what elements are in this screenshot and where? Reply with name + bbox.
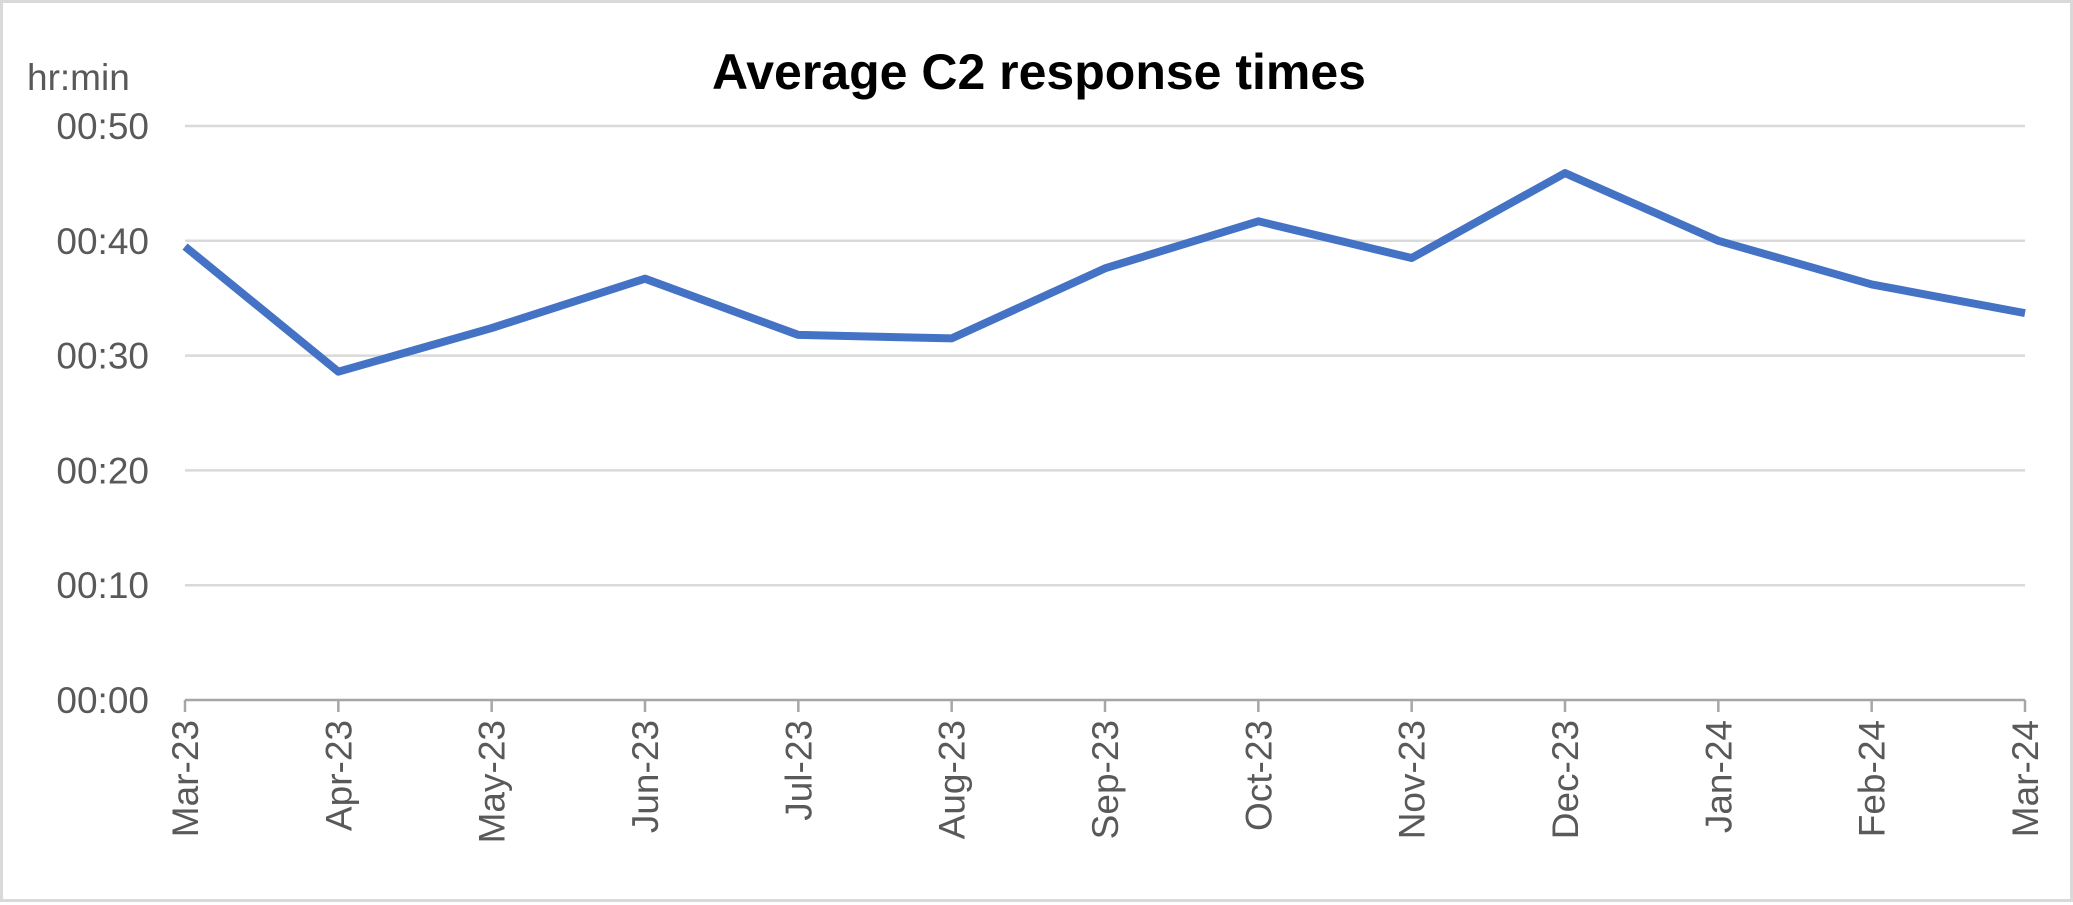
x-tick-label: Sep-23 [1085, 720, 1126, 839]
y-tick-label: 00:00 [56, 680, 149, 721]
series-group [185, 173, 2025, 372]
x-tick-label: Dec-23 [1545, 720, 1586, 839]
x-tick-label: May-23 [472, 720, 513, 843]
y-tick-label: 00:20 [56, 450, 149, 491]
x-tick-label: Mar-23 [165, 720, 206, 837]
x-tick-label: Oct-23 [1238, 720, 1279, 831]
y-axis-unit-label: hr:min [27, 57, 130, 98]
x-tick-label: Mar-24 [2005, 720, 2046, 837]
x-tick-label: Aug-23 [932, 720, 973, 839]
x-tick-label: Jun-23 [625, 720, 666, 833]
y-tick-label: 00:40 [56, 221, 149, 262]
x-tick-label: Apr-23 [318, 720, 359, 831]
x-tick-label: Jul-23 [778, 720, 819, 821]
gridlines [185, 126, 2025, 585]
series-line [185, 173, 2025, 372]
y-axis-ticks: 00:00 00:10 00:20 00:30 00:40 00:50 [56, 106, 149, 721]
x-tick-label: Jan-24 [1698, 720, 1739, 833]
chart-title: Average C2 response times [712, 44, 1366, 100]
x-axis-ticks: Mar-23 Apr-23 May-23 Jun-23 Jul-23 Aug-23 Sep-… [165, 700, 2046, 843]
y-tick-label: 00:50 [56, 106, 149, 147]
x-tick-label: Feb-24 [1852, 720, 1893, 837]
line-chart: Average C2 response times hr:min 00:0000… [3, 3, 2073, 905]
x-tick-label: Nov-23 [1392, 720, 1433, 839]
y-tick-label: 00:10 [56, 565, 149, 606]
y-tick-label: 00:30 [56, 336, 149, 377]
